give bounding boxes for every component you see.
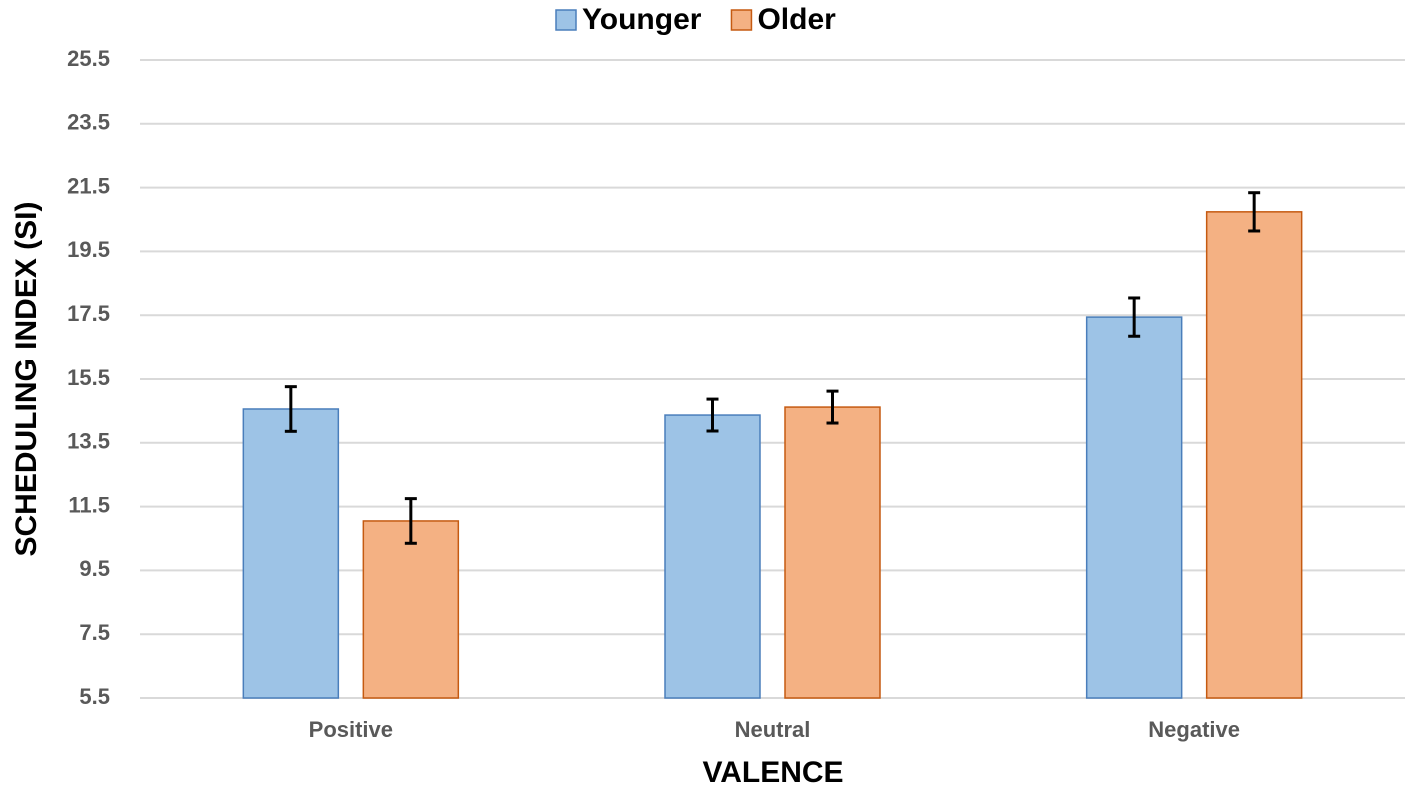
- legend-swatch: [555, 9, 577, 31]
- error-bar: [404, 497, 417, 545]
- y-tick-label: 9.5: [79, 556, 110, 581]
- bar: [664, 414, 761, 699]
- y-tick-label: 19.5: [67, 237, 110, 262]
- y-tick-label: 21.5: [67, 173, 110, 198]
- bar: [362, 520, 460, 699]
- x-tick-label: Positive: [309, 717, 393, 742]
- error-bar: [1248, 191, 1261, 233]
- error-bar: [284, 385, 297, 433]
- x-tick-label: Neutral: [735, 717, 811, 742]
- y-tick-label: 7.5: [79, 620, 110, 645]
- bar: [784, 406, 881, 699]
- y-tick-label: 23.5: [67, 110, 110, 135]
- bar: [1085, 316, 1183, 699]
- y-tick-label: 13.5: [67, 429, 110, 454]
- y-tick-label: 25.5: [67, 46, 110, 71]
- y-tick-label: 11.5: [68, 492, 110, 517]
- error-bar: [826, 389, 839, 425]
- error-bar: [706, 397, 719, 433]
- y-axis-title: SCHEDULING INDEX (SI): [10, 201, 43, 556]
- error-bar: [1128, 296, 1141, 338]
- y-tick-label: 5.5: [79, 684, 110, 709]
- bar: [242, 408, 340, 699]
- legend-label: Younger: [582, 3, 702, 36]
- x-tick-label: Negative: [1148, 717, 1240, 742]
- y-tick-label: 17.5: [67, 301, 110, 326]
- legend-label: Older: [757, 3, 836, 36]
- bar: [1205, 211, 1303, 699]
- x-axis-title: VALENCE: [702, 756, 843, 789]
- legend-swatch: [730, 9, 753, 31]
- y-tick-label: 15.5: [67, 365, 110, 390]
